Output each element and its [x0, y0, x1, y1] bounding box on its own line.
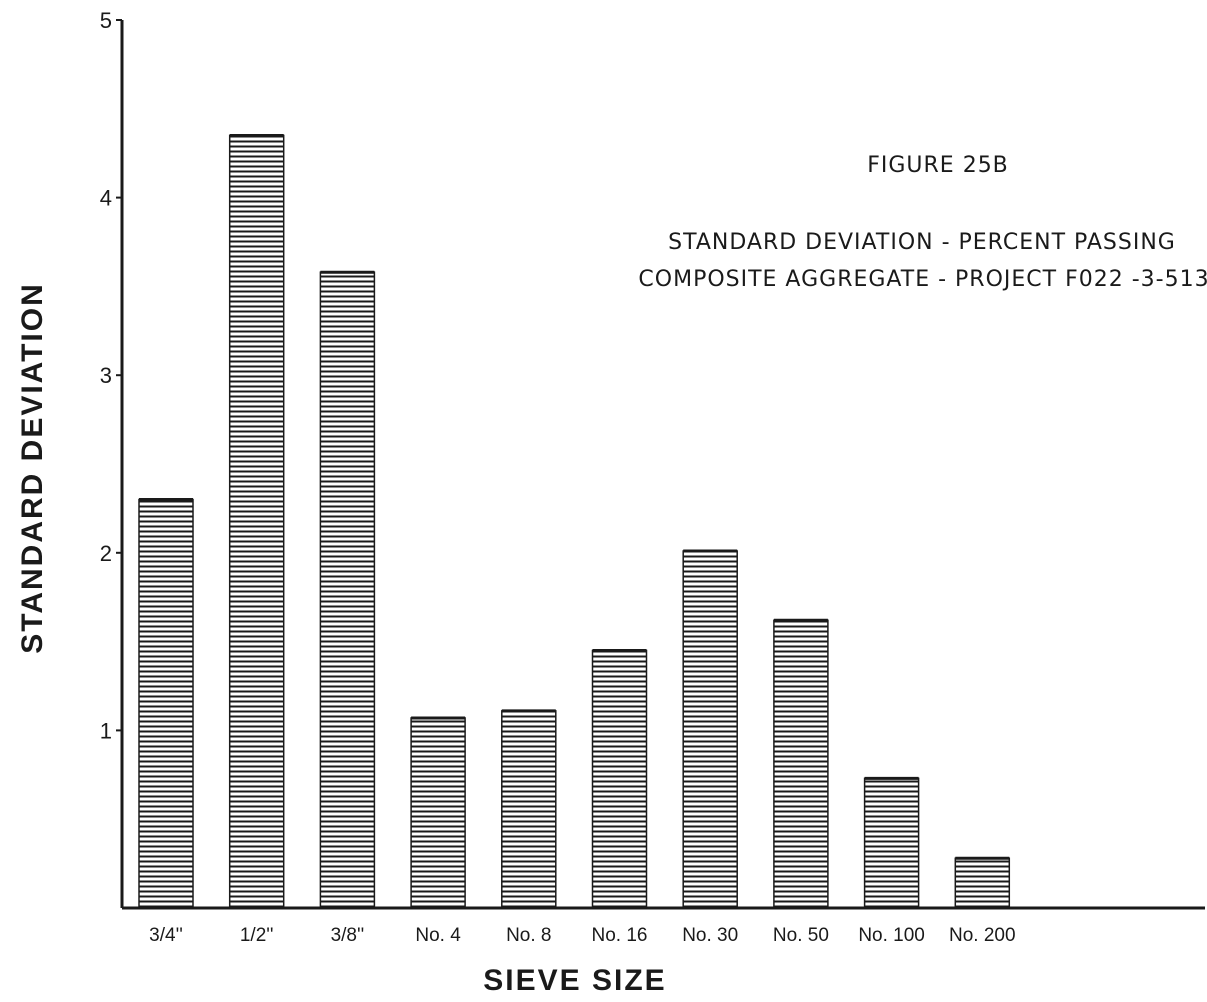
- figure-label: FIGURE 25B: [867, 153, 1009, 178]
- y-axis-title: STANDARD DEVIATION: [16, 282, 49, 654]
- bar: [228, 134, 285, 909]
- bar: [410, 717, 466, 909]
- x-axis-title: SIEVE SIZE: [483, 964, 666, 997]
- caption-line-2: COMPOSITE AGGREGATE - PROJECT F022 -3-51…: [638, 267, 1207, 292]
- bar: [591, 649, 648, 909]
- x-tick-label: No. 100: [858, 925, 925, 946]
- x-tick-label: No. 200: [949, 925, 1016, 946]
- caption-line-1: STANDARD DEVIATION - PERCENT PASSING: [668, 230, 1176, 255]
- x-axis-tick-labels: 3/4'' 1/2'' 3/8'' No. 4 No. 8 No. 16 No. 30 No.…: [149, 925, 1015, 946]
- y-tick-label: 5: [100, 8, 112, 33]
- y-tick-label: 3: [100, 363, 112, 388]
- y-tick-label: 4: [100, 186, 112, 211]
- bar: [138, 498, 194, 909]
- x-tick-label: 3/4'': [149, 925, 183, 946]
- bar: [773, 619, 829, 909]
- bar: [863, 777, 920, 909]
- x-tick-label: 1/2'': [240, 925, 274, 946]
- y-tick-label: 2: [100, 541, 112, 566]
- x-tick-label: No. 30: [682, 925, 738, 946]
- x-tick-label: No. 50: [773, 925, 829, 946]
- bar: [501, 710, 557, 909]
- bar: [319, 271, 376, 909]
- y-tick-label: 1: [100, 718, 112, 743]
- x-tick-label: 3/8'': [331, 925, 365, 946]
- x-tick-label: No. 4: [415, 925, 461, 946]
- x-tick-label: No. 8: [506, 925, 551, 946]
- x-tick-label: No. 16: [592, 925, 648, 946]
- y-axis-ticks: 1 2 3 4 5: [100, 8, 122, 743]
- bar: [954, 857, 1011, 909]
- bar: [682, 550, 738, 909]
- bars-group: [138, 133, 1011, 909]
